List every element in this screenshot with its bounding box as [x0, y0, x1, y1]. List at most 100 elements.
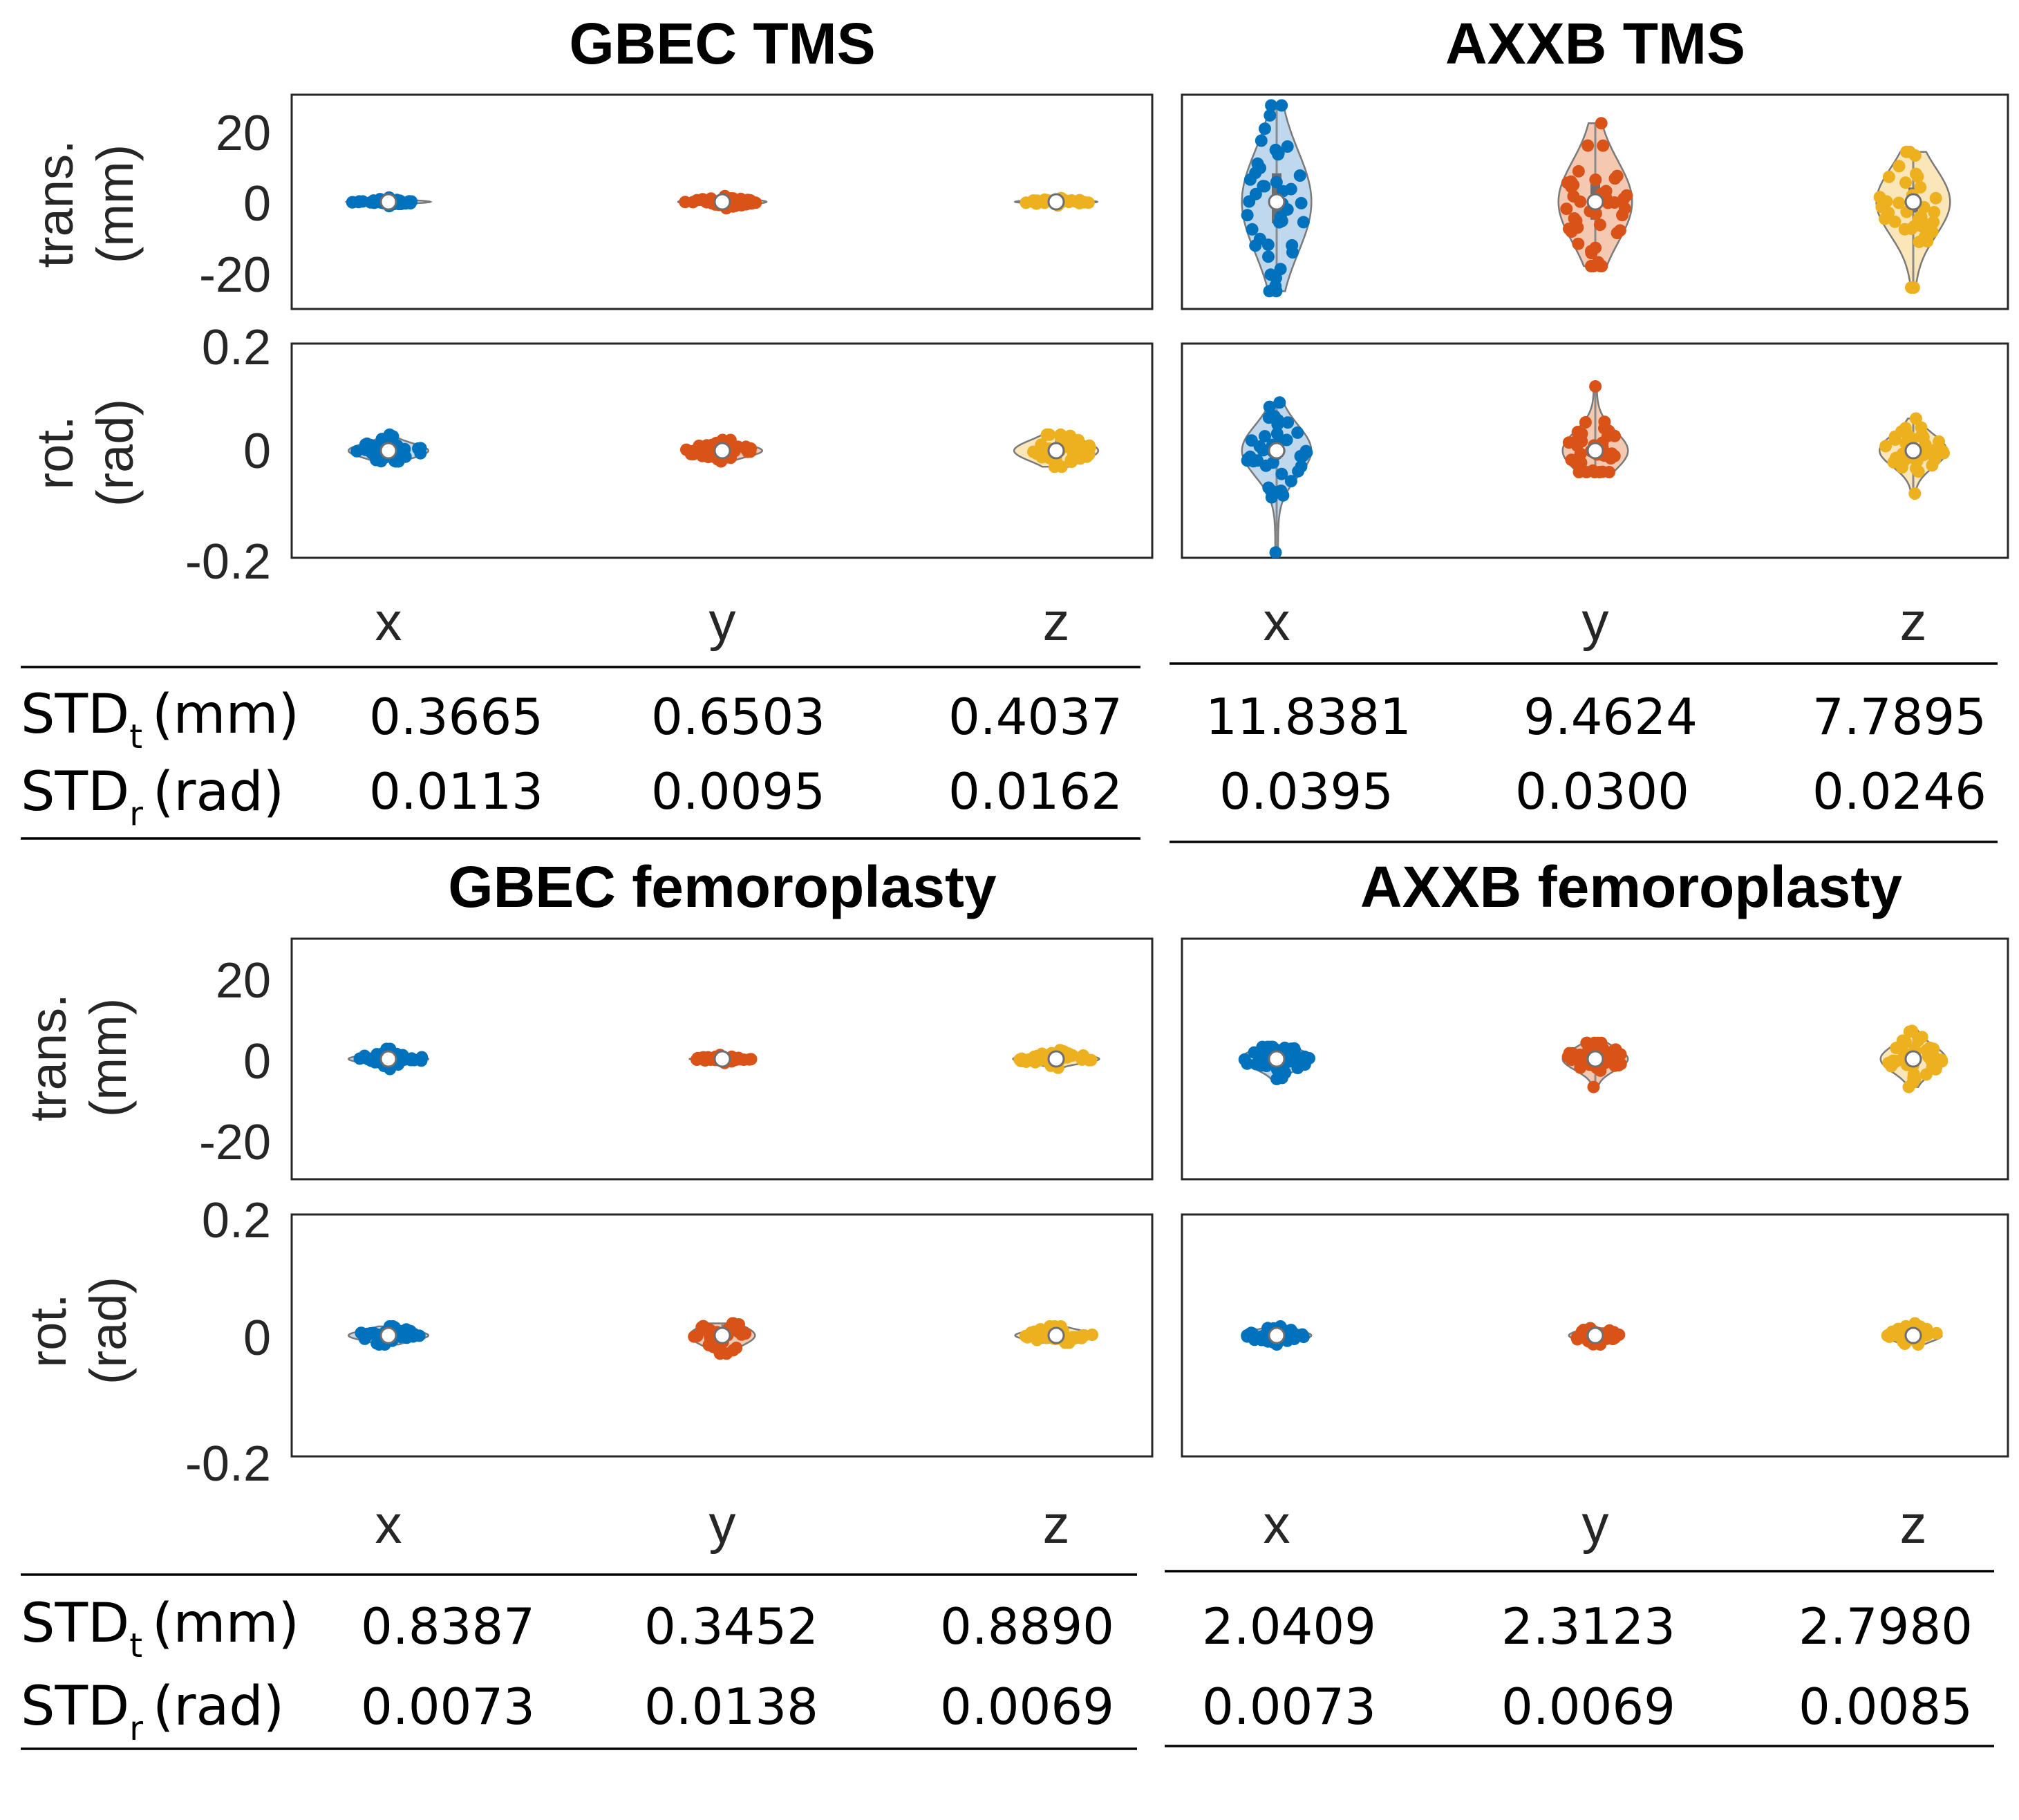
- violin-median-y: [1586, 193, 1604, 211]
- violin-median-z: [1904, 442, 1922, 460]
- data-point-x: [1295, 196, 1308, 209]
- data-point-y: [744, 194, 757, 207]
- data-point-y: [1614, 1058, 1627, 1071]
- violin-median-x: [379, 1326, 397, 1344]
- std-unit-r: (rad): [153, 761, 284, 823]
- ylabel-trans-line2: (mm): [79, 998, 137, 1118]
- std-r-value: 0.0069: [940, 1678, 1114, 1736]
- category-label-z: z: [1900, 1494, 1927, 1555]
- ylabel-trans-line1: trans.: [26, 140, 84, 268]
- data-point-z: [1911, 170, 1924, 183]
- data-point-y: [1620, 189, 1633, 202]
- data-point-z: [1074, 451, 1087, 464]
- data-point-y: [1572, 466, 1586, 478]
- data-point-y: [1560, 203, 1573, 216]
- data-point-y: [1579, 416, 1592, 429]
- data-point-z: [1908, 149, 1922, 162]
- data-point-x: [1265, 491, 1278, 504]
- data-point-z: [1929, 1062, 1942, 1076]
- data-point-x: [1297, 216, 1310, 229]
- violin-marks: [344, 99, 1951, 1360]
- data-point-y: [1606, 1333, 1619, 1346]
- std-t-label: STDt (mm): [21, 684, 299, 756]
- data-point-y: [1587, 1080, 1600, 1094]
- violin-median-z: [1904, 1326, 1922, 1344]
- data-point-z: [1930, 1326, 1943, 1340]
- std-unit-t: (mm): [152, 1593, 299, 1655]
- data-point-z: [1899, 176, 1912, 189]
- data-point-x: [1257, 444, 1270, 457]
- data-point-y: [1577, 1324, 1590, 1336]
- ytick-label: 20: [216, 106, 271, 161]
- category-label-z: z: [1900, 591, 1927, 652]
- data-point-z: [1888, 433, 1901, 446]
- data-point-z: [1921, 1329, 1933, 1342]
- data-point-x: [350, 444, 364, 458]
- data-point-x: [1286, 246, 1299, 259]
- data-point-y: [1574, 1061, 1587, 1074]
- violin-group: [347, 1317, 1099, 1360]
- data-point-z: [1910, 462, 1922, 475]
- data-point-x: [367, 444, 380, 457]
- data-point-x: [1293, 169, 1306, 182]
- std-label-text: STD: [21, 1593, 129, 1655]
- std-t-value: 0.8890: [940, 1597, 1114, 1655]
- std-r-value: 0.0246: [1812, 762, 1987, 820]
- data-point-y: [1589, 241, 1602, 254]
- category-label-x: x: [1264, 591, 1290, 652]
- data-point-z: [1890, 1055, 1903, 1067]
- data-point-x: [1298, 1050, 1311, 1063]
- category-label-x: x: [375, 591, 402, 652]
- data-point-x: [1284, 1324, 1297, 1337]
- data-point-x: [1275, 99, 1288, 112]
- data-point-z: [1929, 191, 1942, 205]
- std-subscript-t: t: [129, 717, 142, 756]
- violin-median-x: [379, 442, 397, 460]
- data-point-x: [1246, 223, 1259, 236]
- data-point-y: [1572, 165, 1585, 178]
- category-label-y: y: [709, 1494, 736, 1555]
- data-point-x: [1277, 489, 1290, 502]
- data-point-y: [1593, 466, 1606, 478]
- data-point-z: [1040, 428, 1053, 441]
- std-label-text: STD: [21, 761, 129, 823]
- data-point-z: [1082, 1053, 1096, 1067]
- data-point-x: [355, 1326, 368, 1340]
- ytick-label: -20: [199, 1115, 271, 1170]
- data-point-x: [1258, 180, 1271, 193]
- violin-median-x: [1268, 1050, 1286, 1068]
- data-point-x: [1273, 396, 1286, 409]
- data-point-x: [1247, 455, 1260, 468]
- std-t-value: 0.6503: [651, 688, 825, 746]
- data-point-z: [1022, 1053, 1035, 1066]
- data-point-x: [1249, 239, 1262, 252]
- data-point-x: [1265, 99, 1278, 112]
- data-point-y: [1608, 1044, 1621, 1057]
- data-point-y: [1597, 139, 1610, 152]
- category-label-x: x: [1264, 1494, 1290, 1555]
- std-label-text: STD: [21, 684, 129, 746]
- data-point-y: [740, 440, 753, 453]
- data-point-x: [1285, 1042, 1298, 1056]
- data-point-y: [726, 1344, 740, 1357]
- violin-group: [1241, 380, 1950, 558]
- data-point-x: [1284, 182, 1297, 196]
- std-r-label: STDr (rad): [21, 761, 284, 834]
- category-label-y: y: [1582, 1494, 1609, 1555]
- std-label-text: STD: [21, 1676, 129, 1738]
- std-t-value: 2.0409: [1202, 1597, 1376, 1655]
- std-subscript-r: r: [129, 795, 143, 834]
- data-point-z: [1020, 196, 1033, 209]
- ytick-label: 20: [216, 953, 271, 1008]
- data-point-y: [697, 1053, 711, 1066]
- data-point-x: [364, 1326, 377, 1340]
- data-point-x: [1259, 430, 1271, 443]
- data-point-x: [1279, 1067, 1292, 1079]
- data-point-z: [1882, 170, 1895, 183]
- ytick-label: 0: [243, 176, 271, 232]
- data-point-y: [1610, 169, 1624, 182]
- ylabel-trans-line2: (mm): [86, 144, 144, 264]
- data-point-z: [1013, 1053, 1026, 1066]
- data-point-y: [1593, 218, 1606, 232]
- data-point-x: [1284, 475, 1297, 488]
